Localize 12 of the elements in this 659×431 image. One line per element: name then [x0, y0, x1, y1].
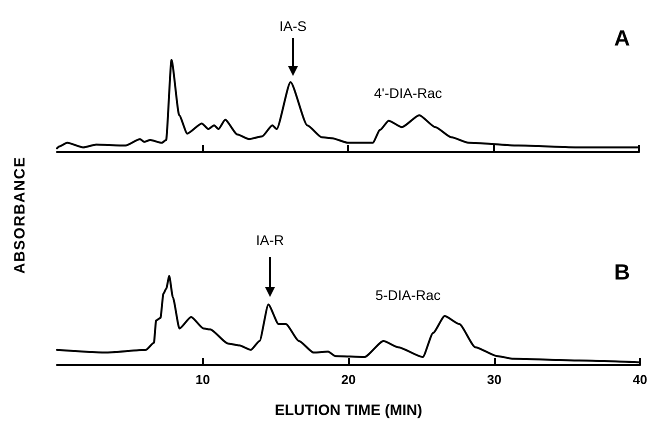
x-axis-title: ELUTION TIME (MIN) [274, 402, 422, 419]
chart-title: A [614, 26, 630, 50]
x-tick-label: 20 [341, 372, 356, 387]
y-axis-title: ABSORBANCE [12, 156, 28, 274]
chart-title: B [614, 260, 630, 284]
text: IA-S [279, 18, 307, 34]
x-tick-label: 10 [196, 372, 210, 387]
x-tick-label: 30 [487, 372, 502, 387]
x-tick-label: 40 [632, 372, 648, 387]
annotation: 5-DIA-Rac [375, 287, 441, 303]
annotation: 4'-DIA-Rac [374, 85, 442, 101]
text: IA-R [256, 232, 284, 248]
